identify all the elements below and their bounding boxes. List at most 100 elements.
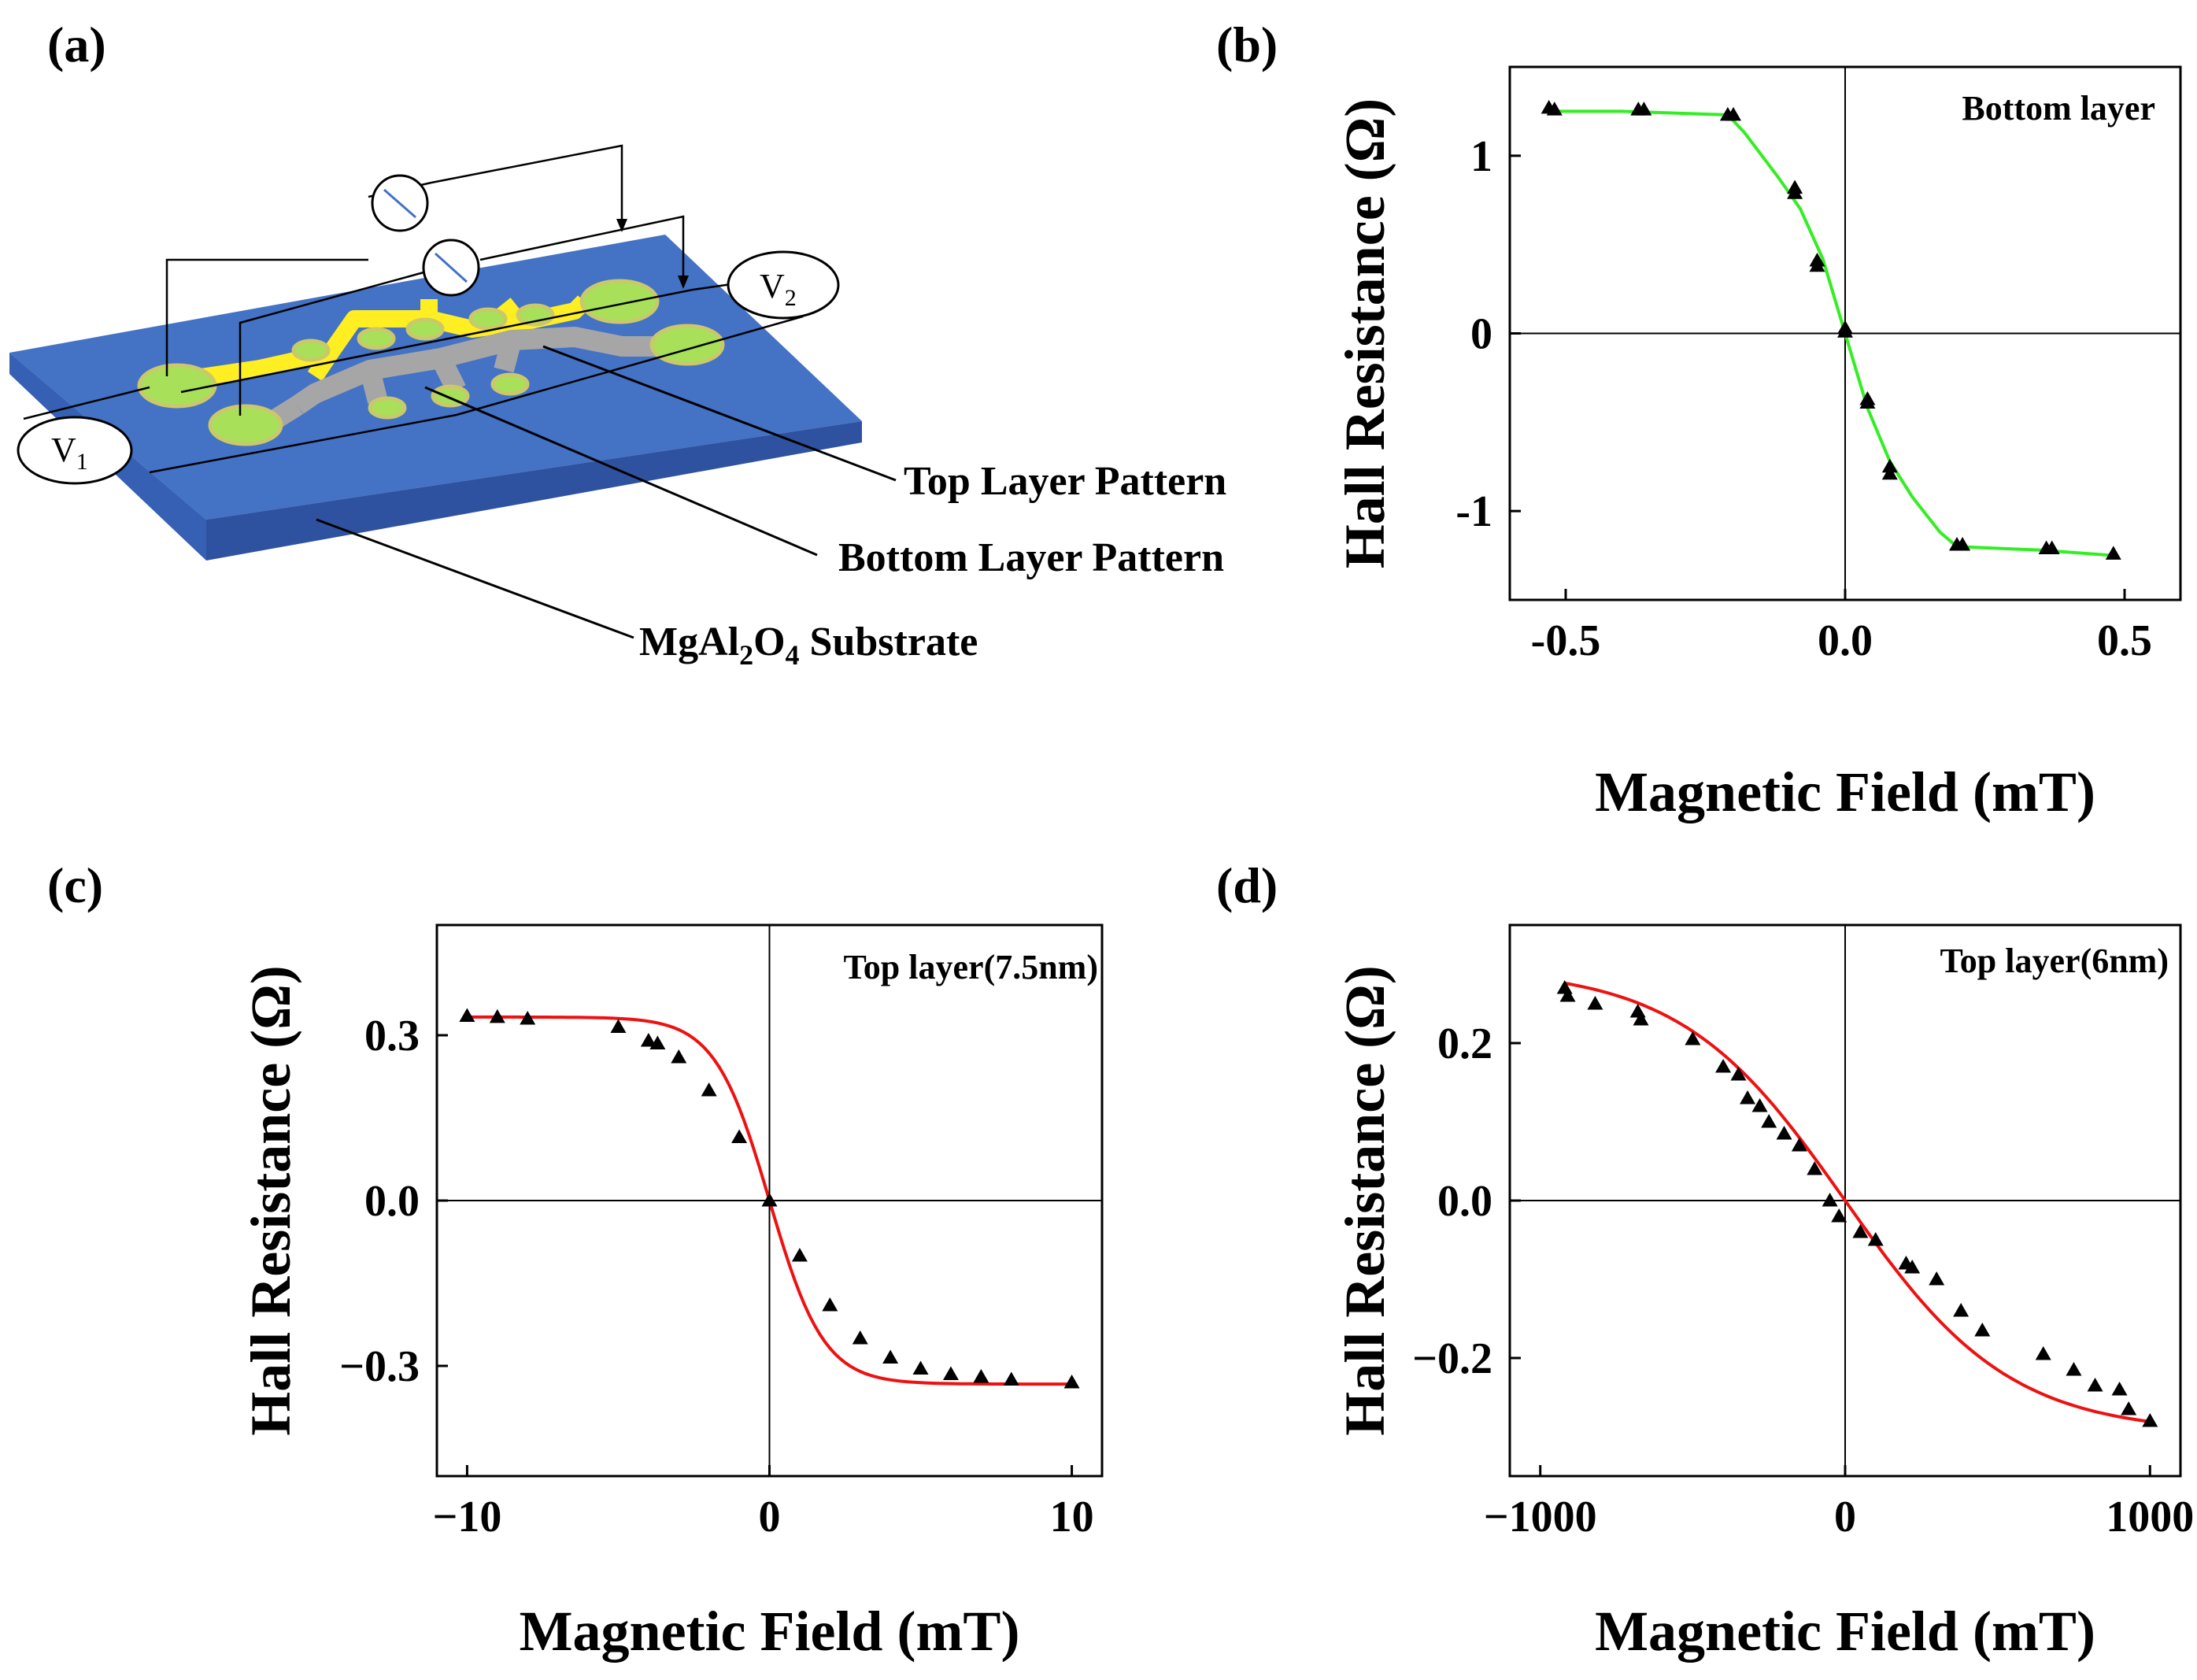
data-point bbox=[2044, 540, 2060, 555]
panel-c-label: (c) bbox=[47, 857, 103, 913]
v2-main: V bbox=[760, 267, 785, 305]
y-tick-label: 0.0 bbox=[364, 1177, 420, 1226]
pad-small-2 bbox=[357, 327, 396, 350]
chart-c: (c) −10 0 10 −0.3 0.0 0.3 Top layer(7.5nm) Magne… bbox=[47, 857, 1104, 1663]
arrow-1 bbox=[616, 219, 627, 232]
data-point bbox=[1929, 1271, 1945, 1286]
data-point bbox=[1636, 102, 1652, 116]
x-axis-label: Magnetic Field (mT) bbox=[1595, 1600, 2095, 1663]
leader-lines bbox=[316, 345, 897, 639]
data-point bbox=[2066, 1362, 2082, 1376]
x-tick-label: 0 bbox=[1834, 1493, 1856, 1541]
v2-sub: 2 bbox=[785, 285, 797, 311]
pad-small-4 bbox=[468, 307, 508, 331]
chart-b: (b) -0.5 0.0 0.5 -1 0 1 Bottom layer Magnetic Fi… bbox=[1216, 17, 2182, 823]
y-axis-label: Hall Resistance (Ω) bbox=[239, 965, 302, 1436]
y-tick-label: 1 bbox=[1470, 132, 1492, 181]
data-point bbox=[1715, 1059, 1732, 1073]
data-point bbox=[1761, 1114, 1777, 1128]
data-point bbox=[2121, 1401, 2137, 1415]
data-point bbox=[1955, 537, 1971, 551]
data-point bbox=[1809, 257, 1825, 272]
data-point bbox=[973, 1369, 989, 1383]
substrate-part2: O bbox=[753, 620, 785, 664]
x-tick-label: 0.0 bbox=[1818, 616, 1873, 665]
x-tick-label: 0.5 bbox=[2097, 616, 2152, 665]
data-point bbox=[2142, 1413, 2158, 1427]
svg-text:V2: V2 bbox=[760, 267, 797, 311]
svg-text:V1: V1 bbox=[51, 431, 88, 475]
data-point bbox=[912, 1360, 929, 1375]
bottom-layer-label: Bottom Layer Pattern bbox=[838, 535, 1224, 580]
pad-left-lower bbox=[208, 404, 283, 446]
y-tick-label: 0.0 bbox=[1437, 1177, 1492, 1226]
x-tick-label: 1000 bbox=[2106, 1493, 2194, 1541]
voltmeter-v2: V2 bbox=[727, 250, 840, 320]
data-point bbox=[520, 1011, 536, 1025]
data-point bbox=[1546, 102, 1563, 116]
plot-title: Top layer(7.5nm) bbox=[844, 948, 1099, 986]
y-axis-label: Hall Resistance (Ω) bbox=[1333, 98, 1396, 569]
data-point bbox=[731, 1129, 748, 1143]
pad-left-large bbox=[137, 363, 217, 409]
data-point bbox=[1730, 1067, 1747, 1081]
x-axis-label: Magnetic Field (mT) bbox=[1595, 760, 2095, 823]
charts: (b) -0.5 0.0 0.5 -1 0 1 Bottom layer Magnetic Fi… bbox=[47, 17, 2194, 1663]
data-point bbox=[671, 1049, 687, 1064]
data-point bbox=[1063, 1375, 1080, 1389]
data-point bbox=[1859, 394, 1876, 409]
data-point bbox=[1881, 465, 1898, 480]
x-axis-label: Magnetic Field (mT) bbox=[520, 1600, 1020, 1663]
v1-main: V bbox=[51, 431, 76, 469]
substrate-part1: MgAl bbox=[639, 620, 739, 664]
x-tick-label: −10 bbox=[432, 1493, 501, 1541]
data-point bbox=[822, 1297, 838, 1312]
data-point bbox=[1559, 988, 1576, 1002]
substrate-part3: Substrate bbox=[800, 620, 978, 664]
panel-b-label: (b) bbox=[1216, 17, 1278, 72]
ammeter-top bbox=[371, 174, 429, 232]
substrate-front bbox=[206, 421, 862, 561]
chart-d: (d) −1000 0 1000 −0.2 0.0 0.2 Top layer(6nm) Mag… bbox=[1216, 857, 2194, 1663]
ammeter-middle bbox=[422, 239, 480, 297]
y-tick-label: 0.2 bbox=[1437, 1019, 1492, 1068]
data-point bbox=[942, 1366, 959, 1380]
y-axis-label: Hall Resistance (Ω) bbox=[1333, 965, 1396, 1436]
data-point bbox=[1807, 1161, 1823, 1175]
pad-small-3 bbox=[405, 317, 445, 341]
data-point bbox=[852, 1330, 868, 1345]
data-point bbox=[791, 1248, 808, 1262]
data-point bbox=[640, 1033, 657, 1047]
arrow-2 bbox=[678, 276, 689, 289]
data-point bbox=[459, 1008, 475, 1022]
data-point bbox=[1587, 996, 1603, 1010]
panel-a: (a) bbox=[9, 17, 1226, 671]
data-point bbox=[2105, 546, 2121, 560]
data-point bbox=[1633, 1012, 1649, 1026]
x-tick-label: 10 bbox=[1050, 1493, 1094, 1541]
data-point bbox=[610, 1019, 627, 1033]
y-tick-label: 0.3 bbox=[364, 1012, 420, 1060]
pad-right-lower bbox=[649, 324, 725, 366]
data-point bbox=[1556, 980, 1573, 994]
data-point bbox=[1776, 1126, 1792, 1140]
y-tick-label: −0.2 bbox=[1412, 1334, 1492, 1383]
data-point bbox=[1791, 1138, 1807, 1152]
substrate-sub1: 2 bbox=[739, 639, 753, 671]
y-tick-label: −0.3 bbox=[339, 1342, 420, 1391]
data-point bbox=[1822, 1193, 1838, 1207]
data-point bbox=[1751, 1098, 1768, 1112]
data-point bbox=[1852, 1224, 1869, 1238]
data-point bbox=[761, 1193, 778, 1207]
pad-small-7 bbox=[490, 372, 530, 396]
data-point bbox=[882, 1349, 899, 1364]
data-point bbox=[2035, 1346, 2051, 1360]
data-point bbox=[701, 1082, 717, 1097]
data-point bbox=[2087, 1378, 2103, 1392]
data-point bbox=[649, 1035, 666, 1049]
pad-right-large bbox=[579, 279, 660, 324]
data-point bbox=[1725, 106, 1741, 121]
data-point bbox=[1953, 1303, 1970, 1317]
data-point bbox=[2111, 1382, 2128, 1396]
